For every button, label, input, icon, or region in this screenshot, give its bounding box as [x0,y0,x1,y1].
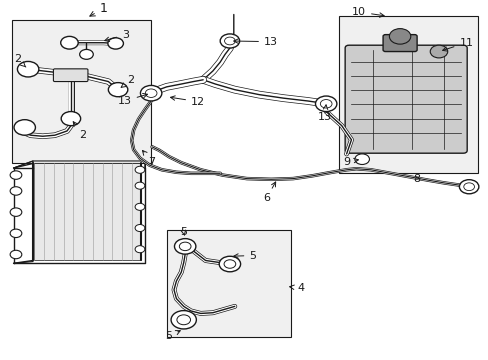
Circle shape [135,246,144,253]
Circle shape [320,100,331,108]
Circle shape [177,315,190,325]
Circle shape [135,166,144,173]
Circle shape [10,229,22,238]
FancyBboxPatch shape [53,69,88,82]
Circle shape [10,208,22,216]
Text: 13: 13 [118,93,147,106]
Circle shape [224,260,235,268]
Circle shape [61,112,81,126]
Text: 3: 3 [104,30,129,41]
Bar [339,16,477,173]
Circle shape [140,85,162,101]
Text: 13: 13 [317,105,331,122]
Text: 7: 7 [142,150,155,167]
Circle shape [174,239,196,254]
Text: 2: 2 [121,76,134,87]
Circle shape [220,34,239,48]
Text: 1: 1 [90,2,107,16]
Circle shape [10,171,22,179]
Text: 10: 10 [351,7,383,17]
Circle shape [354,154,369,165]
FancyBboxPatch shape [382,35,416,51]
Circle shape [61,36,78,49]
Text: 9: 9 [343,157,358,167]
Text: 8: 8 [413,174,420,184]
Circle shape [145,89,157,98]
Circle shape [135,225,144,231]
Circle shape [224,37,235,45]
Circle shape [14,120,35,135]
FancyBboxPatch shape [345,45,466,153]
Circle shape [429,45,447,58]
Circle shape [10,187,22,195]
Bar [12,20,150,163]
Circle shape [80,49,93,59]
Circle shape [108,38,123,49]
Text: 5: 5 [180,227,187,237]
Text: 4: 4 [289,283,304,293]
Circle shape [219,256,240,272]
Circle shape [135,203,144,210]
Text: 5: 5 [233,251,256,261]
Text: 13: 13 [233,37,277,47]
Circle shape [458,180,478,194]
Text: 2: 2 [73,122,86,140]
Circle shape [463,183,473,190]
Text: 6: 6 [263,182,275,203]
Circle shape [10,250,22,259]
Text: 12: 12 [170,96,205,107]
Bar [166,230,290,337]
Circle shape [388,28,410,44]
Circle shape [18,62,39,77]
Circle shape [315,96,336,112]
Bar [34,163,141,261]
Circle shape [108,82,127,97]
Circle shape [171,311,196,329]
Circle shape [135,182,144,189]
Text: 11: 11 [442,38,472,51]
Circle shape [179,242,191,251]
Text: 2: 2 [14,54,26,67]
Text: 5: 5 [165,330,180,341]
